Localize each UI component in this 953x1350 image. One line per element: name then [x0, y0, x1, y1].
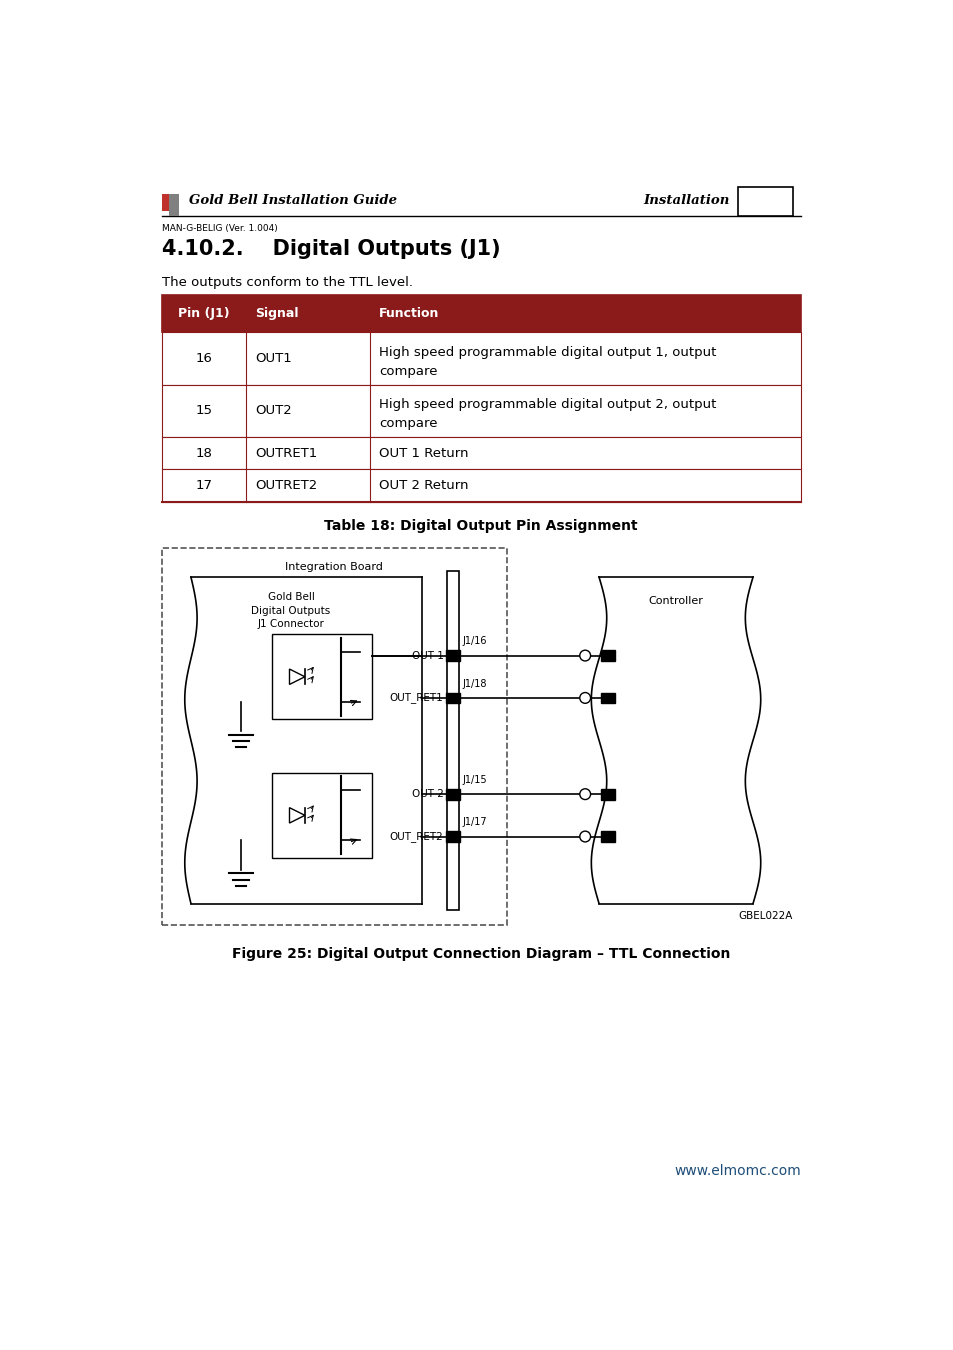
Text: J1/15: J1/15	[461, 775, 486, 784]
Bar	[161, 437, 800, 470]
Text: compare: compare	[378, 364, 436, 378]
Bar	[737, 186, 792, 216]
Bar	[445, 651, 459, 661]
Circle shape	[579, 651, 590, 661]
Text: 17: 17	[195, 479, 213, 491]
Text: 18: 18	[195, 447, 213, 459]
Text: OUT1: OUT1	[255, 352, 292, 365]
Text: Table 18: Digital Output Pin Assignment: Table 18: Digital Output Pin Assignment	[324, 518, 638, 532]
Text: High speed programmable digital output 1, output: High speed programmable digital output 1…	[378, 346, 716, 359]
Bar	[161, 385, 800, 437]
Text: www.elmomc.com: www.elmomc.com	[674, 1165, 800, 1179]
Text: J1/17: J1/17	[461, 817, 486, 828]
Text: Signal: Signal	[255, 308, 299, 320]
Text: High speed programmable digital output 2, output: High speed programmable digital output 2…	[378, 398, 716, 412]
Text: OUT_RET2: OUT_RET2	[390, 832, 443, 842]
Bar	[272, 634, 372, 720]
Text: MAN-G-BELIG (Ver. 1.004): MAN-G-BELIG (Ver. 1.004)	[161, 224, 277, 232]
Text: OUT2: OUT2	[255, 404, 292, 417]
Bar	[600, 693, 615, 703]
Bar	[161, 470, 800, 502]
Bar	[161, 296, 800, 332]
Bar	[445, 832, 459, 842]
Text: compare: compare	[378, 417, 436, 429]
Text: Integration Board: Integration Board	[285, 562, 383, 571]
Text: OUT 1 Return: OUT 1 Return	[378, 447, 468, 459]
Bar	[161, 332, 800, 385]
Text: Gold Bell Installation Guide: Gold Bell Installation Guide	[189, 194, 396, 207]
Text: J1/18: J1/18	[461, 679, 486, 688]
Text: Installation: Installation	[643, 194, 729, 207]
Text: Figure 25: Digital Output Connection Diagram – TTL Connection: Figure 25: Digital Output Connection Dia…	[232, 946, 730, 961]
Text: OUTRET1: OUTRET1	[255, 447, 317, 459]
Text: 16: 16	[195, 352, 213, 365]
Text: Pin (J1): Pin (J1)	[178, 308, 230, 320]
Text: J1/16: J1/16	[461, 636, 486, 647]
Text: OUTRET2: OUTRET2	[255, 479, 317, 491]
Text: OUT 1: OUT 1	[411, 651, 443, 660]
Circle shape	[579, 832, 590, 842]
Bar	[170, 194, 179, 216]
Bar	[446, 571, 458, 910]
Text: Gold Bell
Digital Outputs
J1 Connector: Gold Bell Digital Outputs J1 Connector	[252, 593, 331, 629]
Text: OUT 2: OUT 2	[411, 790, 443, 799]
Bar	[272, 772, 372, 859]
Text: 4.10.2.    Digital Outputs (J1): 4.10.2. Digital Outputs (J1)	[161, 239, 499, 259]
Text: OUT_RET1: OUT_RET1	[390, 693, 443, 703]
Bar	[445, 788, 459, 799]
Text: Function: Function	[378, 308, 438, 320]
Text: 59: 59	[751, 192, 778, 211]
Text: The outputs conform to the TTL level.: The outputs conform to the TTL level.	[161, 275, 413, 289]
Bar	[161, 194, 175, 212]
Bar	[445, 693, 459, 703]
Text: Controller: Controller	[648, 597, 702, 606]
Circle shape	[579, 788, 590, 799]
Text: 15: 15	[195, 404, 213, 417]
Text: OUT 2 Return: OUT 2 Return	[378, 479, 468, 491]
Bar	[600, 788, 615, 799]
Bar	[161, 548, 506, 925]
Bar	[600, 651, 615, 661]
Circle shape	[579, 693, 590, 703]
Bar	[600, 832, 615, 842]
Text: GBEL022A: GBEL022A	[738, 911, 792, 921]
